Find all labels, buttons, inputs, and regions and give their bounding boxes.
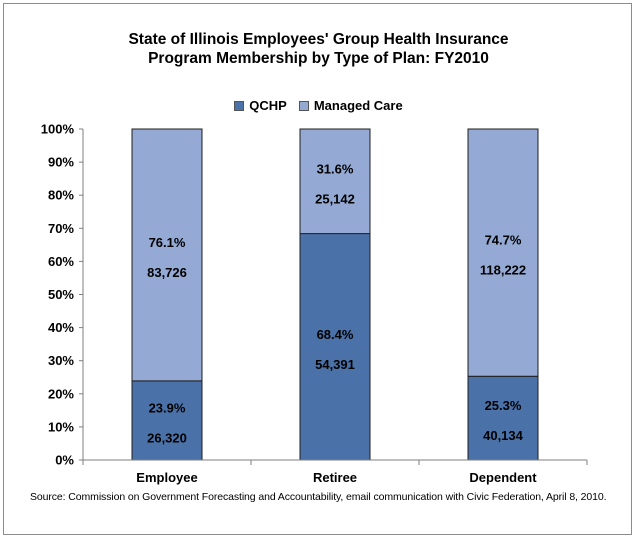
data-label-count: 54,391 [315, 357, 355, 372]
x-tick-label: Employee [136, 470, 197, 485]
bar-managed-care-dependent [467, 128, 539, 377]
y-tick-label: 20% [48, 386, 74, 401]
data-label-count: 118,222 [480, 263, 526, 278]
bar-qchp-retiree [299, 233, 371, 461]
bar-qchp-dependent [467, 375, 539, 461]
chart-title: State of Illinois Employees' Group Healt… [0, 30, 637, 68]
source-note: Source: Commission on Government Forecas… [30, 491, 607, 503]
bar-qchp-employee [131, 380, 203, 461]
y-tick-label: 80% [48, 188, 74, 203]
data-label-percent: 74.7% [485, 233, 522, 248]
data-label-percent: 76.1% [149, 235, 186, 250]
y-tick-label: 70% [48, 221, 74, 236]
chart-title-line-1: State of Illinois Employees' Group Healt… [128, 31, 509, 48]
data-label-count: 25,142 [315, 191, 355, 206]
legend-item-qchp: QCHP [234, 98, 287, 113]
legend-item-managed-care: Managed Care [298, 98, 403, 113]
y-tick-label: 90% [48, 155, 74, 170]
x-tick-label: Retiree [313, 470, 357, 485]
y-tick-label: 100% [41, 122, 75, 137]
data-label-percent: 25.3% [485, 398, 522, 413]
data-label-percent: 68.4% [317, 327, 354, 342]
data-label-percent: 31.6% [317, 161, 354, 176]
y-tick-label: 10% [48, 419, 74, 434]
chart-legend: QCHP Managed Care [0, 98, 637, 113]
y-tick-label: 50% [48, 287, 74, 302]
data-label-count: 40,134 [483, 428, 524, 443]
legend-label-qchp: QCHP [249, 98, 287, 113]
x-tick-label: Dependent [469, 470, 537, 485]
legend-label-managed-care: Managed Care [313, 98, 403, 113]
data-label-count: 83,726 [147, 265, 187, 280]
legend-swatch-managed-care [298, 100, 309, 111]
data-label-percent: 23.9% [149, 400, 186, 415]
legend-swatch-qchp [234, 100, 245, 111]
bar-managed-care-employee [131, 128, 203, 382]
y-tick-label: 60% [48, 254, 74, 269]
chart-title-line-2: Program Membership by Type of Plan: FY20… [148, 50, 489, 67]
y-tick-label: 40% [48, 320, 74, 335]
y-tick-label: 0% [55, 453, 74, 468]
bar-managed-care-retiree [299, 128, 371, 235]
data-label-count: 26,320 [147, 430, 187, 445]
y-tick-label: 30% [48, 353, 74, 368]
